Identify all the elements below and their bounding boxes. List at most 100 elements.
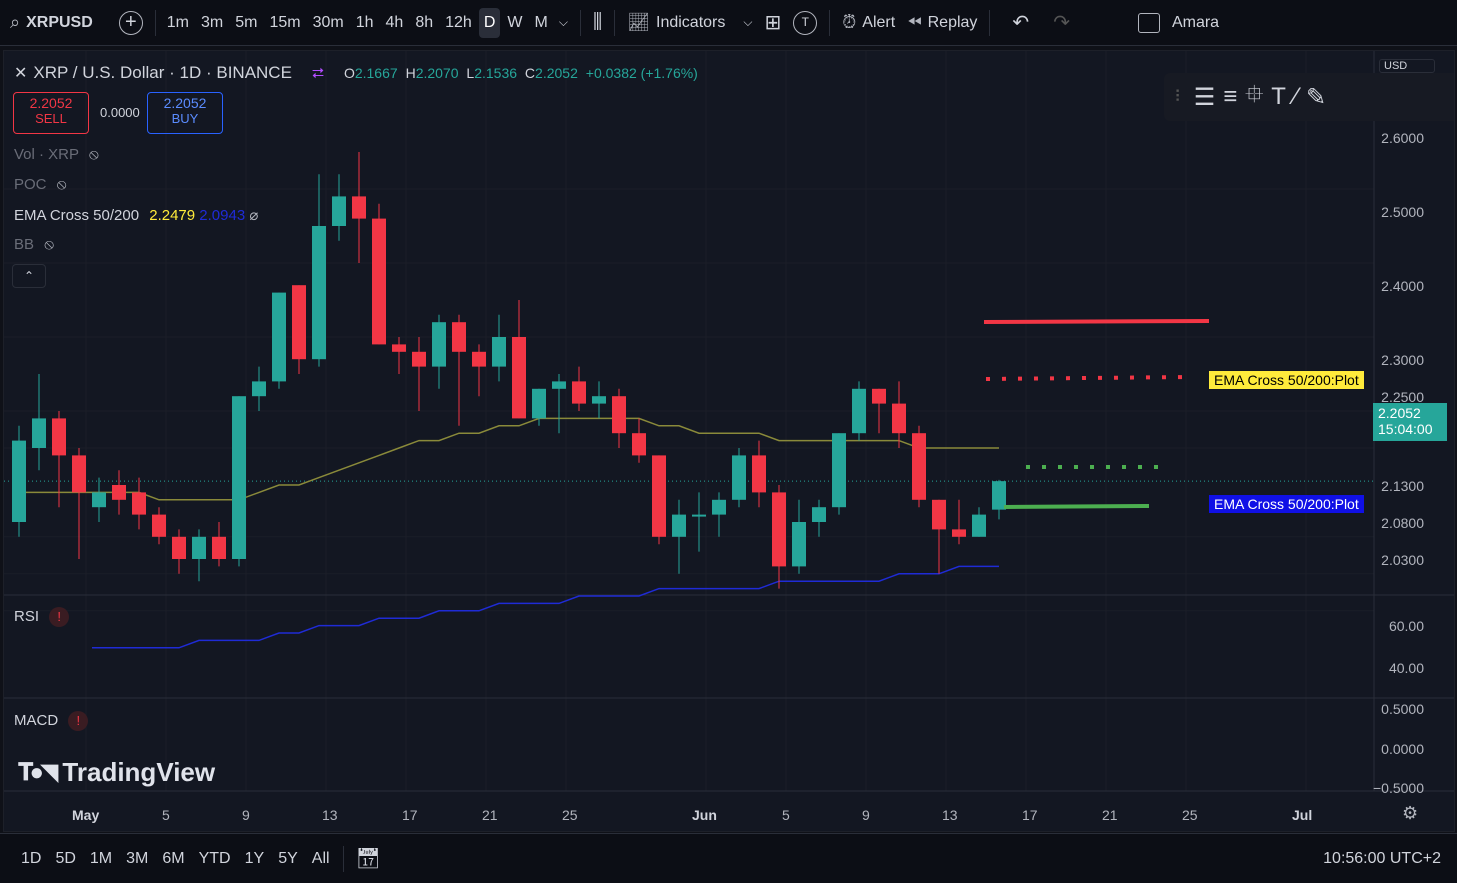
chart-type-button[interactable]: ⫼ (587, 6, 608, 40)
range-ytd[interactable]: YTD (198, 849, 231, 867)
share-icon[interactable]: ⮂ (311, 64, 324, 82)
collapse-legend-button[interactable]: ⌃ (12, 264, 46, 288)
ema-indicator[interactable]: EMA Cross 50/200 2.2479 2.0943 ⌀ (14, 206, 258, 224)
eye-off-icon[interactable]: ⦸ (56, 176, 67, 193)
plus-circle-icon: + (118, 10, 143, 35)
user-menu[interactable]: Amara (1166, 6, 1225, 40)
lines-tool-icon[interactable]: ≡ (1223, 83, 1238, 110)
fullscreen-button[interactable] (1132, 6, 1166, 40)
interval-W[interactable]: W (507, 13, 523, 31)
candle-body (332, 196, 346, 226)
bb-label: BB (14, 236, 35, 253)
macd-axis-label: 0.0000 (1381, 741, 1424, 757)
interval-8h[interactable]: 8h (415, 13, 434, 31)
interval-5m[interactable]: 5m (235, 13, 258, 31)
candle-body (612, 396, 626, 434)
candle-body (152, 514, 166, 537)
fib-tool-icon[interactable]: ☰ (1193, 83, 1216, 111)
chart-area[interactable]: ✕ XRP / U.S. Dollar · 1D · BINANCE ⮂ O2.… (3, 50, 1455, 832)
compare-button[interactable]: + (113, 6, 149, 40)
interval-1m[interactable]: 1m (166, 13, 190, 31)
interval-dropdown[interactable]: ⌵ (553, 6, 574, 40)
interval-1h[interactable]: 1h (355, 13, 374, 31)
settings-gear-icon[interactable]: ⚙ (1402, 803, 1419, 823)
t-circle-icon: T (793, 10, 818, 35)
candle-body (552, 381, 566, 389)
redo-button[interactable]: ↷ (1047, 6, 1076, 40)
open-value: 2.1667 (354, 65, 398, 81)
clock[interactable]: 10:56:00 UTC+2 (1323, 849, 1441, 867)
layouts-button[interactable]: ⊞ (758, 6, 787, 40)
error-icon[interactable]: ! (49, 607, 70, 627)
alert-button[interactable]: ⏰︎ Alert (836, 6, 901, 40)
rsi-legend[interactable]: RSI ! (14, 607, 70, 627)
range-5y[interactable]: 5Y (278, 849, 298, 867)
eye-off-icon[interactable]: ⦸ (44, 236, 54, 253)
drag-handle-icon[interactable]: ⠇ (1174, 89, 1186, 106)
chevron-down-icon: ⌵ (743, 15, 753, 29)
currency-selector[interactable]: USD (1379, 59, 1435, 73)
interval-30m[interactable]: 30m (312, 13, 344, 31)
symbol-title: XRP / U.S. Dollar · 1D · BINANCE (33, 63, 292, 82)
candle-body (992, 481, 1006, 510)
templates-button[interactable]: T (787, 6, 823, 40)
bb-indicator[interactable]: BB ⦸ (14, 236, 54, 253)
interval-12h[interactable]: 12h (445, 13, 472, 31)
replay-button[interactable]: ⏪︎ Replay (901, 6, 983, 40)
candle-body (292, 285, 306, 360)
interval-3m[interactable]: 3m (201, 13, 224, 31)
time-axis-label: Jul (1292, 807, 1313, 823)
current-price: 2.2052 (1378, 405, 1421, 421)
symbol-search[interactable]: ⌕ XRPUSD (0, 6, 99, 40)
candle-body (432, 322, 446, 367)
range-3m[interactable]: 3M (126, 849, 149, 867)
range-6m[interactable]: 6M (162, 849, 185, 867)
candle-body (772, 492, 786, 567)
vol-indicator[interactable]: Vol · XRP ⦸ (14, 146, 99, 163)
go-to-date-button[interactable]: 📅︎ (350, 842, 387, 876)
chart-canvas[interactable] (4, 51, 1455, 832)
indicators-button[interactable]: 📈︎ Indicators ⌵ (621, 6, 758, 40)
range-1m[interactable]: 1M (89, 849, 113, 867)
low-label: L (466, 65, 475, 81)
price-axis-label: 2.2500 (1381, 389, 1424, 405)
ema-label: EMA Cross 50/200 (14, 207, 140, 224)
buy-label: BUY (171, 111, 199, 126)
trendline-tool-icon[interactable]: ∕ (1293, 83, 1298, 110)
text-tool-icon[interactable]: T (1271, 83, 1286, 110)
symbol-legend: ✕ XRP / U.S. Dollar · 1D · BINANCE ⮂ O2.… (14, 63, 698, 83)
interval-D[interactable]: D (478, 7, 501, 38)
eye-off-icon[interactable]: ⦸ (88, 146, 99, 163)
range-1d[interactable]: 1D (21, 849, 42, 867)
range-5d[interactable]: 5D (55, 849, 76, 867)
interval-4h[interactable]: 4h (385, 13, 404, 31)
candle-body (192, 536, 206, 559)
range-all[interactable]: All (311, 849, 330, 867)
indicators-icon: 📈︎ (627, 12, 650, 32)
ema200-value: 2.0943 (199, 207, 246, 224)
macd-legend[interactable]: MACD ! (14, 711, 89, 731)
top-toolbar: ⌕ XRPUSD + 1m 3m 5m 15m 30m 1h 4h 8h 12h D W M ⌵ ⫼ … (0, 0, 1457, 46)
tradingview-watermark[interactable]: 𝐓●◥ TradingView (18, 757, 215, 788)
range-1y[interactable]: 1Y (244, 849, 265, 867)
error-icon[interactable]: ! (68, 711, 89, 731)
sell-button[interactable]: 2.2052 SELL (13, 92, 89, 134)
candle-body (832, 433, 846, 508)
close-icon[interactable]: ✕ (14, 65, 28, 82)
tradingview-logo-icon: 𝐓●◥ (18, 759, 58, 786)
interval-15m[interactable]: 15m (269, 13, 301, 31)
buy-button[interactable]: 2.2052 BUY (147, 92, 223, 134)
time-axis-label: Jun (692, 807, 717, 823)
measure-tool-icon[interactable]: ⯐ (1245, 80, 1264, 108)
brush-tool-icon[interactable]: ✎ (1305, 83, 1327, 111)
interval-M[interactable]: M (534, 13, 548, 31)
price-axis-label: 2.1300 (1381, 477, 1424, 494)
eye-off-icon[interactable]: ⌀ (249, 207, 259, 224)
ema-plot-tag-blue: EMA Cross 50/200:Plot (1209, 495, 1364, 513)
alert-label: Alert (862, 13, 896, 31)
interval-group: 1m 3m 5m 15m 30m 1h 4h 8h 12h D W M (162, 7, 553, 38)
candle-body (852, 388, 866, 434)
poc-indicator[interactable]: POC ⦸ (14, 176, 66, 193)
undo-button[interactable]: ↶ (1006, 6, 1035, 40)
macd-axis-label: −0.5000 (1373, 780, 1424, 796)
